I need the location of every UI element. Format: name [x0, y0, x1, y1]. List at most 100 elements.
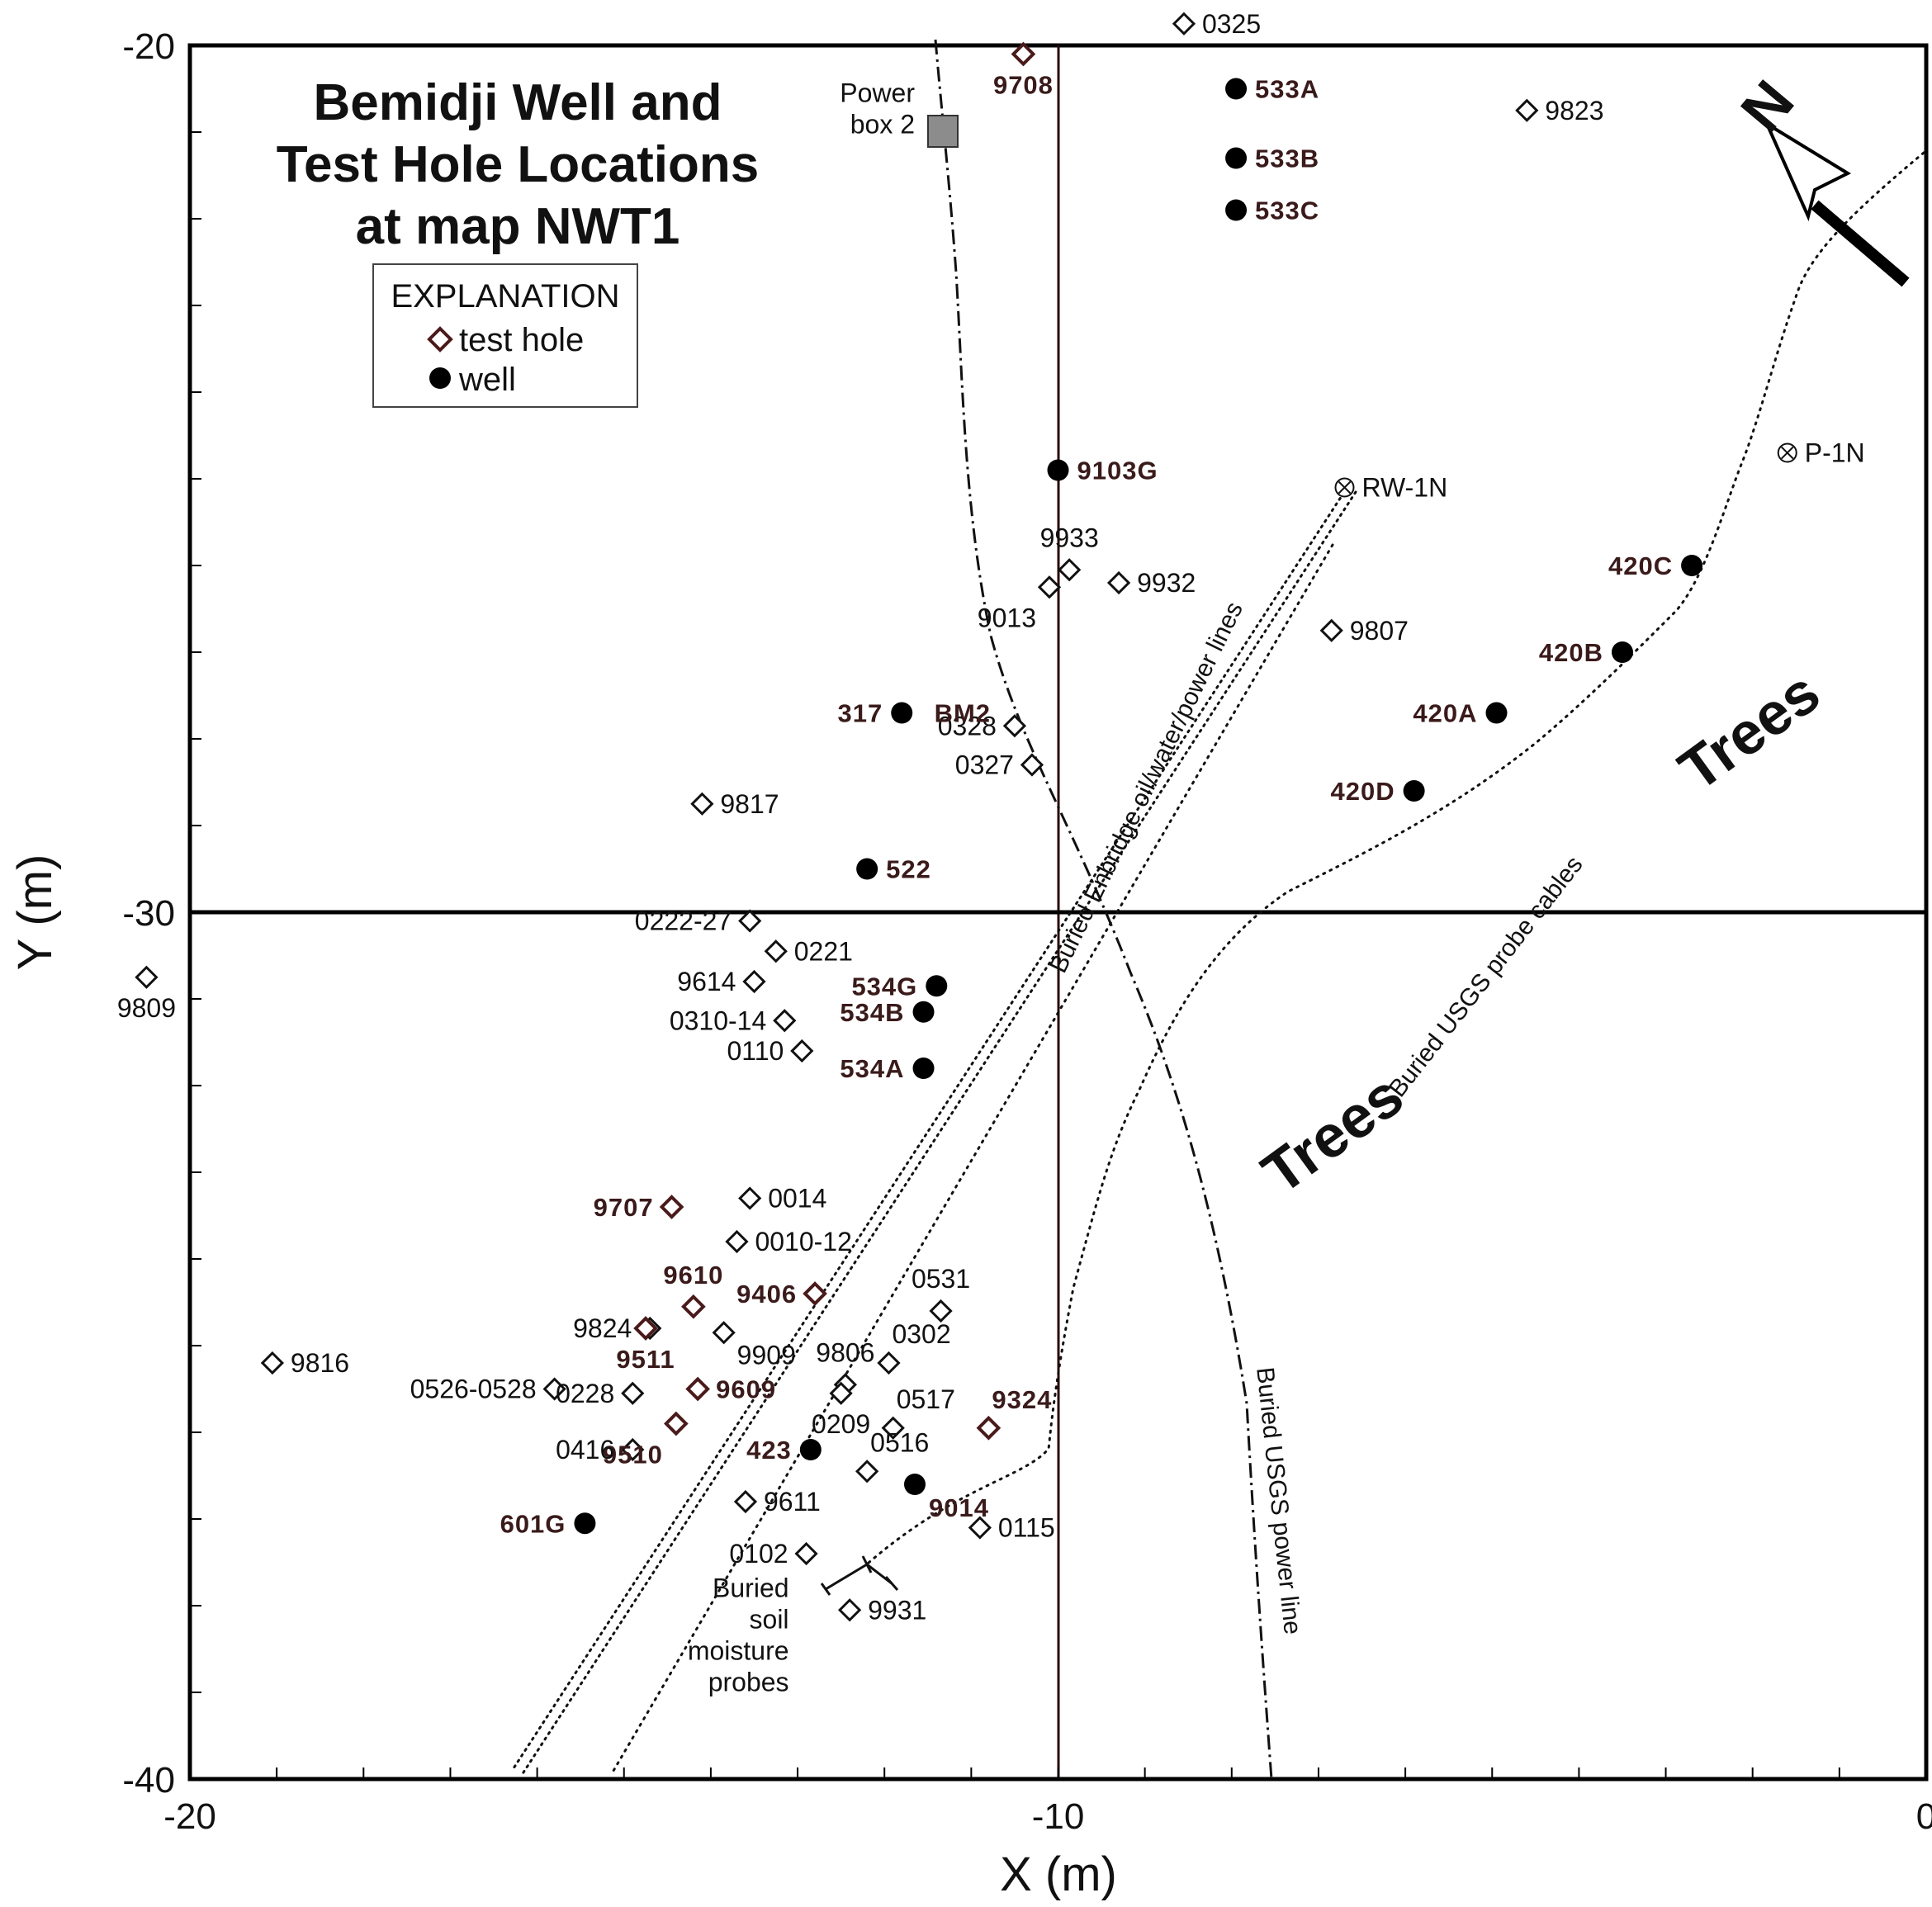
test-hole-marker [976, 1415, 1002, 1441]
well-marker [1225, 199, 1248, 221]
well-label-533b: 533B [1255, 144, 1319, 173]
test-hole-label-0526-0528: 0526-0528 [410, 1375, 537, 1404]
legend-diamond-icon [427, 326, 453, 353]
line-label-buried-enbridge-oil-water-power-lines: Buried Enbridge oil/water/power lines [1044, 598, 1248, 977]
test-hole-label-9609: 9609 [716, 1375, 776, 1404]
test-hole-label-9931: 9931 [868, 1595, 926, 1625]
x-tick-label: 0 [1916, 1796, 1932, 1837]
test-hole-marker [733, 1489, 758, 1514]
point-label-p-1n: P-1N [1805, 438, 1865, 468]
well-marker [1403, 780, 1425, 802]
well-label-420c: 420C [1608, 551, 1673, 580]
well-label-534g: 534G [851, 972, 917, 1001]
test-hole-label-9807: 9807 [1350, 616, 1409, 646]
label-layer: 0325 9708 9823 9933 9013 9932 9807 0328 0327 9817… [117, 9, 1865, 1697]
test-hole-marker [838, 1598, 862, 1622]
well-label-420a: 420A [1413, 699, 1477, 728]
well-marker [574, 1512, 596, 1535]
x-axis-title: X (m) [1000, 1848, 1117, 1901]
x-tick-label: -20 [163, 1796, 216, 1837]
test-hole-marker [1011, 41, 1036, 67]
test-hole-label-9809: 9809 [117, 993, 176, 1023]
test-hole-marker [968, 1516, 992, 1540]
well-label-423: 423 [746, 1436, 792, 1465]
well-label-420b: 420B [1539, 638, 1603, 667]
test-hole-marker [877, 1351, 901, 1375]
test-hole-marker [725, 1229, 749, 1254]
test-hole-label-9614: 9614 [677, 967, 736, 996]
test-hole-marker [1172, 12, 1196, 35]
line-label-buried-usgs-power-line: Buried USGS power line [1251, 1366, 1306, 1636]
test-hole-label-9806: 9806 [816, 1337, 874, 1367]
test-hole-marker [621, 1381, 645, 1405]
legend-title: EXPLANATION [391, 278, 619, 315]
soil-probe-label-line: probes [708, 1668, 789, 1697]
well-marker [1681, 555, 1703, 576]
test-hole-marker [790, 1039, 814, 1063]
axis-ticks: -20 -10 0 -20 -30 -40 [122, 26, 1932, 1837]
well-marker [1485, 702, 1508, 724]
north-arrow-icon [1763, 119, 1910, 287]
test-hole-label-0327: 0327 [955, 750, 1014, 780]
soil-probe-label-line: moisture [688, 1636, 789, 1666]
test-hole-label-9510: 9510 [603, 1441, 663, 1469]
test-hole-label-0228: 0228 [556, 1379, 614, 1408]
chart-title-line-1: Bemidji Well and [314, 74, 722, 131]
test-hole-label-0302: 0302 [892, 1319, 950, 1349]
test-hole-marker [690, 792, 714, 816]
test-hole-label-9013: 9013 [978, 603, 1036, 632]
test-hole-label-9707: 9707 [594, 1193, 654, 1222]
test-hole-label-9511: 9511 [616, 1345, 675, 1374]
well-label-601g: 601G [500, 1509, 566, 1538]
well-label-534a: 534A [840, 1054, 904, 1083]
well-label-533c: 533C [1255, 196, 1319, 225]
legend-label-well: well [458, 362, 516, 398]
test-hole-label-9823: 9823 [1545, 96, 1603, 125]
y-tick-label: -40 [122, 1760, 175, 1801]
bm2-label: BM2 [935, 699, 991, 728]
test-hole-marker [1037, 575, 1062, 599]
point-label-rw-1n: RW-1N [1361, 473, 1447, 503]
test-hole-marker [881, 1416, 905, 1440]
well-label-522: 522 [886, 855, 931, 884]
point-cross [1338, 480, 1352, 494]
test-hole-label-0310-14: 0310-14 [670, 1006, 766, 1035]
power-box [927, 115, 959, 148]
x-tick-label: -10 [1032, 1796, 1085, 1837]
test-hole-label-0328: 0328 [938, 711, 997, 741]
test-hole-label-0102: 0102 [729, 1539, 788, 1569]
well-label-317: 317 [837, 699, 883, 728]
soil-probe-label-line: Buried [713, 1573, 789, 1603]
well-marker [904, 1474, 926, 1495]
well-marker [926, 975, 948, 997]
well-label-534b: 534B [840, 998, 904, 1027]
test-hole-label-0222-27: 0222-27 [635, 906, 732, 936]
chart-title-line-3: at map NWT1 [356, 198, 680, 255]
test-hole-marker [1020, 753, 1044, 777]
test-hole-label-9817: 9817 [720, 789, 779, 819]
well-marker [1225, 147, 1248, 169]
test-hole-label-0516: 0516 [870, 1427, 929, 1457]
test-hole-marker [621, 1437, 645, 1462]
test-hole-label-0110: 0110 [727, 1036, 784, 1066]
test-hole-marker [685, 1376, 710, 1402]
power-box-label-line: box 2 [850, 109, 915, 139]
test-hole-marker [1319, 618, 1343, 642]
test-hole-label-9909: 9909 [737, 1340, 796, 1370]
test-hole-marker [260, 1351, 285, 1375]
well-marker [912, 1058, 935, 1079]
trees-label: Trees [1667, 659, 1831, 803]
enbridge-line-2 [520, 490, 1357, 1777]
test-hole-label-9611: 9611 [764, 1487, 821, 1517]
soil-probe-label-line: soil [750, 1605, 789, 1635]
test-hole-marker [1106, 570, 1131, 595]
test-hole-label-0014: 0014 [768, 1184, 826, 1214]
test-hole-label-0531: 0531 [912, 1264, 970, 1294]
test-hole-label-9324: 9324 [992, 1385, 1052, 1414]
test-hole-marker [712, 1321, 736, 1345]
test-hole-label-0416: 0416 [556, 1435, 614, 1465]
test-hole-marker [855, 1460, 879, 1483]
north-label: N [1729, 69, 1807, 144]
test-hole-label-0221: 0221 [794, 936, 853, 966]
